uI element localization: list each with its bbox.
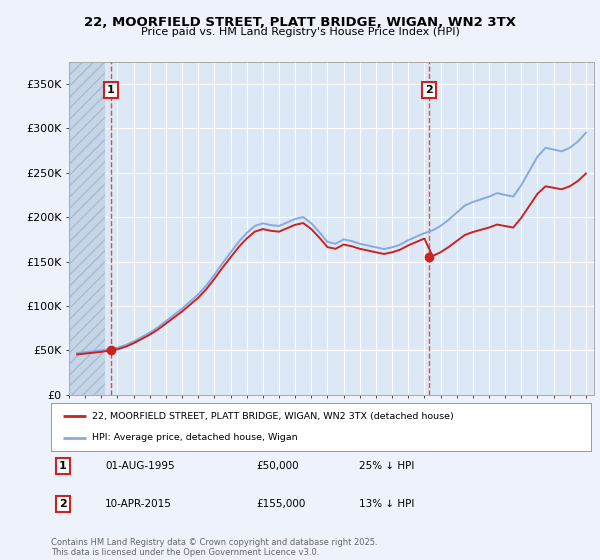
Text: 22, MOORFIELD STREET, PLATT BRIDGE, WIGAN, WN2 3TX: 22, MOORFIELD STREET, PLATT BRIDGE, WIGA… (84, 16, 516, 29)
Bar (69, 62, 106, 395)
Text: 22, MOORFIELD STREET, PLATT BRIDGE, WIGAN, WN2 3TX (detached house): 22, MOORFIELD STREET, PLATT BRIDGE, WIGA… (91, 412, 453, 421)
Text: 2: 2 (59, 499, 67, 509)
Text: 01-AUG-1995: 01-AUG-1995 (105, 461, 175, 471)
Text: 10-APR-2015: 10-APR-2015 (105, 499, 172, 509)
Text: Contains HM Land Registry data © Crown copyright and database right 2025.
This d: Contains HM Land Registry data © Crown c… (51, 538, 377, 557)
Text: Price paid vs. HM Land Registry's House Price Index (HPI): Price paid vs. HM Land Registry's House … (140, 27, 460, 37)
Text: 25% ↓ HPI: 25% ↓ HPI (359, 461, 414, 471)
Text: 1: 1 (59, 461, 67, 471)
Text: HPI: Average price, detached house, Wigan: HPI: Average price, detached house, Wiga… (91, 433, 297, 442)
Text: 2: 2 (425, 85, 433, 95)
Text: £50,000: £50,000 (256, 461, 299, 471)
Text: £155,000: £155,000 (256, 499, 305, 509)
Text: 13% ↓ HPI: 13% ↓ HPI (359, 499, 414, 509)
Text: 1: 1 (107, 85, 115, 95)
